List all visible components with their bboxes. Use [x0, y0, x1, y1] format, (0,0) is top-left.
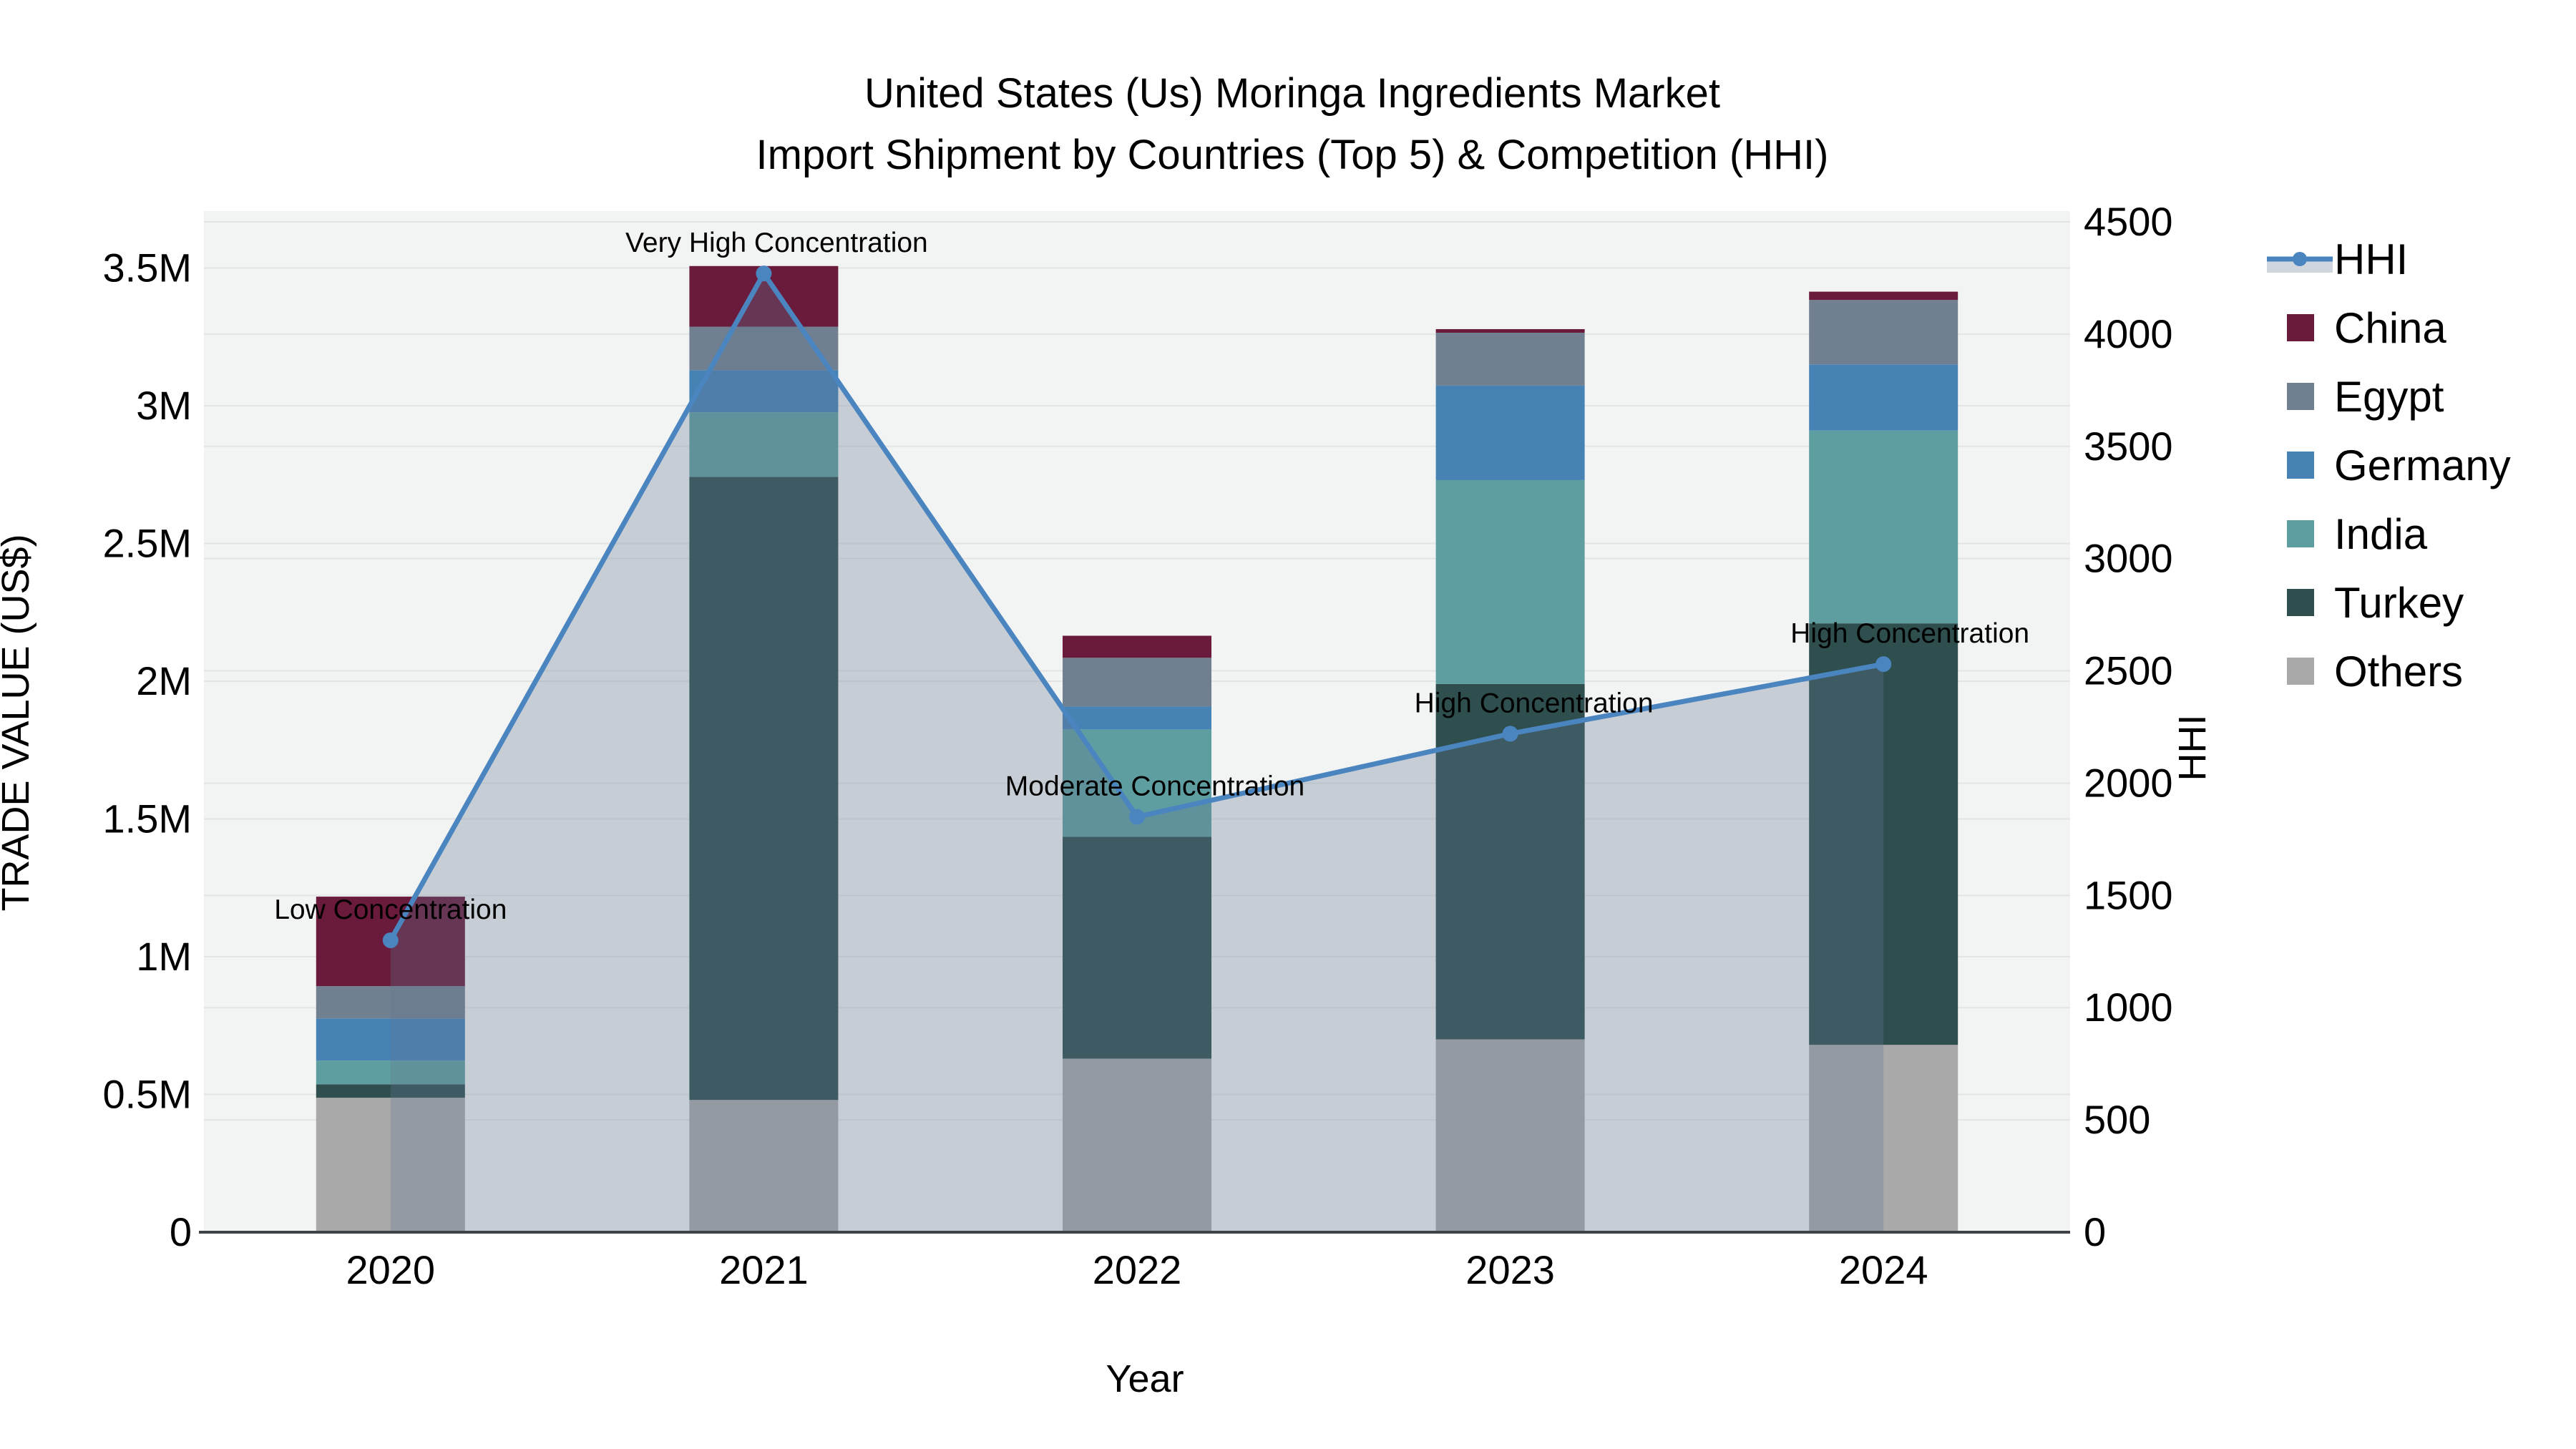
- legend-item-turkey[interactable]: Turkey: [2287, 579, 2464, 627]
- legend-item-china[interactable]: China: [2287, 304, 2446, 352]
- annotation-2022: Moderate Concentration: [1005, 771, 1304, 802]
- legend-swatch-china: [2287, 314, 2314, 341]
- legend-swatch-germany: [2287, 452, 2314, 479]
- stacked-bars: [316, 265, 1958, 1233]
- y-left-tick-2.5M: 2.5M: [103, 521, 192, 566]
- y-right-tick-0: 0: [2084, 1209, 2106, 1254]
- legend-swatch-turkey: [2287, 589, 2314, 616]
- legend-swatch-others: [2287, 658, 2314, 685]
- hhi-legend-marker: [2293, 252, 2307, 266]
- legend-label-germany: Germany: [2334, 441, 2511, 489]
- legend-label-egypt: Egypt: [2334, 373, 2444, 421]
- legend-label-turkey: Turkey: [2334, 579, 2464, 627]
- legend-item-others[interactable]: Others: [2287, 648, 2463, 696]
- bar-segment-china-2023[interactable]: [1435, 328, 1585, 333]
- hhi-point-2022[interactable]: [1129, 809, 1145, 825]
- chart-title-line-2: Import Shipment by Countries (Top 5) & C…: [756, 132, 1829, 178]
- bar-segment-turkey-2020[interactable]: [316, 1084, 465, 1098]
- bar-segment-germany-2020[interactable]: [316, 1018, 465, 1061]
- bar-segment-germany-2022[interactable]: [1063, 706, 1211, 730]
- y-axis-right-tick-labels: 0 500 1000 1500 2000 2500 3000 3500 4000 4500: [2084, 199, 2173, 1254]
- y-right-tick-1000: 1000: [2084, 985, 2173, 1030]
- bar-segment-china-2022[interactable]: [1063, 635, 1211, 658]
- bar-segment-turkey-2021[interactable]: [689, 477, 839, 1101]
- bar-segment-india-2021[interactable]: [689, 412, 839, 477]
- bar-segment-egypt-2020[interactable]: [316, 986, 465, 1019]
- bar-segment-india-2024[interactable]: [1809, 430, 1958, 624]
- hhi-point-2024[interactable]: [1875, 656, 1892, 673]
- chart-title: United States (Us) Moringa Ingredients M…: [756, 70, 1829, 178]
- y-left-tick-1M: 1M: [136, 934, 192, 979]
- y-axis-left-tick-labels: 0 0.5M 1M 1.5M 2M 2.5M 3M 3.5M: [103, 245, 192, 1255]
- hhi-markers: [382, 265, 1892, 949]
- annotation-2023: High Concentration: [1415, 688, 1654, 718]
- bar-segment-others-2022[interactable]: [1063, 1058, 1211, 1232]
- annotations: Low Concentration Very High Concentration…: [274, 228, 2029, 925]
- legend-label-others: Others: [2334, 648, 2463, 696]
- bar-segment-india-2020[interactable]: [316, 1060, 465, 1085]
- x-tick-2024: 2024: [1839, 1247, 1928, 1292]
- legend-label-hhi: HHI: [2334, 235, 2408, 283]
- bar-segment-germany-2021[interactable]: [689, 370, 839, 413]
- y-left-tick-1.5M: 1.5M: [103, 796, 192, 841]
- bar-segment-china-2024[interactable]: [1809, 291, 1958, 301]
- legend-item-germany[interactable]: Germany: [2287, 441, 2511, 489]
- y-left-tick-0.5M: 0.5M: [103, 1072, 192, 1117]
- legend-item-egypt[interactable]: Egypt: [2287, 373, 2444, 421]
- bar-segment-egypt-2024[interactable]: [1809, 300, 1958, 365]
- y-left-tick-3M: 3M: [136, 383, 192, 428]
- hhi-point-2021[interactable]: [756, 265, 772, 282]
- annotation-2021: Very High Concentration: [625, 228, 928, 258]
- annotation-2024: High Concentration: [1790, 618, 2029, 649]
- bar-segment-germany-2024[interactable]: [1809, 364, 1958, 431]
- y-left-tick-2M: 2M: [136, 658, 192, 703]
- y-right-tick-3500: 3500: [2084, 424, 2173, 469]
- legend-item-india[interactable]: India: [2287, 510, 2428, 558]
- legend-swatch-egypt: [2287, 383, 2314, 410]
- y-right-tick-2500: 2500: [2084, 648, 2173, 693]
- hhi-point-2023[interactable]: [1502, 726, 1518, 742]
- x-tick-2020: 2020: [346, 1247, 436, 1292]
- y-left-tick-0: 0: [170, 1209, 192, 1254]
- y-right-tick-3000: 3000: [2084, 536, 2173, 581]
- bar-segment-egypt-2023[interactable]: [1435, 332, 1585, 386]
- legend: HHI China Egypt Germany India Turkey Others: [2267, 235, 2511, 696]
- y-right-tick-4000: 4000: [2084, 311, 2173, 356]
- y-axis-right-title: HHI: [2171, 715, 2214, 781]
- bar-segment-others-2024[interactable]: [1809, 1045, 1958, 1232]
- hhi-area-fill: [390, 273, 1884, 1232]
- bar-segment-egypt-2022[interactable]: [1063, 658, 1211, 707]
- bar-segment-india-2023[interactable]: [1435, 479, 1585, 684]
- annotation-2020: Low Concentration: [274, 894, 507, 925]
- y-axis-left-title: TRADE VALUE (US$): [0, 534, 37, 911]
- legend-item-hhi[interactable]: HHI: [2267, 235, 2408, 283]
- y-right-tick-2000: 2000: [2084, 760, 2173, 805]
- y-left-tick-3.5M: 3.5M: [103, 245, 192, 291]
- chart-title-line-1: United States (Us) Moringa Ingredients M…: [864, 70, 1720, 117]
- x-axis-tick-labels: 2020 2021 2022 2023 2024: [346, 1247, 1928, 1292]
- x-tick-2022: 2022: [1093, 1247, 1182, 1292]
- bar-segment-turkey-2024[interactable]: [1809, 623, 1958, 1045]
- y-right-tick-4500: 4500: [2084, 199, 2173, 244]
- y-right-tick-500: 500: [2084, 1097, 2150, 1142]
- hhi-point-2020[interactable]: [382, 932, 399, 949]
- x-tick-2023: 2023: [1465, 1247, 1555, 1292]
- bar-segment-others-2023[interactable]: [1435, 1039, 1585, 1233]
- bar-segment-germany-2023[interactable]: [1435, 385, 1585, 480]
- y-right-tick-1500: 1500: [2084, 872, 2173, 917]
- bar-segment-turkey-2022[interactable]: [1063, 836, 1211, 1059]
- bar-segment-others-2020[interactable]: [316, 1098, 465, 1232]
- x-axis-title: Year: [1106, 1357, 1184, 1400]
- legend-label-india: India: [2334, 510, 2428, 558]
- legend-swatch-india: [2287, 520, 2314, 547]
- hhi-legend-fill-swatch: [2267, 261, 2333, 273]
- legend-label-china: China: [2334, 304, 2446, 352]
- x-tick-2021: 2021: [719, 1247, 809, 1292]
- bar-segment-others-2021[interactable]: [689, 1100, 839, 1232]
